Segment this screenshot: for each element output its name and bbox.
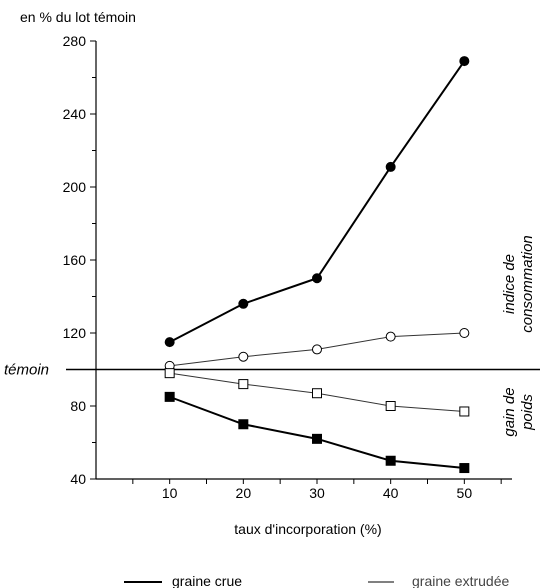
x-axis-ticks: 10 20 30 40 50 (132, 479, 502, 501)
x-axis-title: taux d'incorporation (%) (234, 521, 381, 537)
x-tick-label: 50 (457, 485, 473, 501)
data-point-extrudee_indice (312, 344, 322, 355)
data-point-extrudee_indice (385, 331, 396, 342)
data-point-extrudee_indice (238, 351, 249, 362)
y-tick-label: 40 (70, 471, 86, 487)
annotation-gain-line1: gain de (501, 387, 518, 436)
series-group (164, 56, 470, 474)
data-point-crue_gain (459, 463, 470, 474)
x-tick-label: 40 (383, 485, 399, 501)
data-point-crue_indice (459, 56, 470, 67)
annotation-gain-line2: poids (519, 394, 536, 431)
y-tick-label: 200 (63, 179, 87, 195)
series-line-crue_indice (169, 60, 466, 344)
data-point-extrudee_gain (459, 406, 470, 417)
reference-label: témoin (4, 362, 49, 379)
data-point-extrudee_gain (238, 379, 249, 390)
y-tick-label: 160 (63, 252, 87, 268)
data-point-crue_gain (312, 433, 322, 444)
x-tick-label: 30 (309, 485, 325, 501)
y-tick-label: 80 (70, 398, 86, 414)
data-point-crue_indice (164, 337, 175, 348)
legend: graine crue graine extrudée (124, 573, 510, 588)
data-point-extrudee_indice (459, 328, 470, 338)
data-point-crue_gain (164, 391, 175, 402)
data-point-extrudee_gain (385, 401, 396, 411)
y-tick-label: 240 (63, 106, 87, 122)
data-point-crue_gain (385, 455, 396, 466)
axes (95, 41, 512, 480)
data-point-crue_indice (312, 273, 322, 284)
data-point-crue_indice (385, 161, 396, 172)
data-point-crue_gain (238, 419, 249, 430)
x-tick-label: 10 (162, 485, 178, 501)
annotation-indice-line1: indice de (501, 254, 518, 314)
y-tick-label: 280 (63, 33, 87, 49)
series-line-crue_gain (169, 395, 465, 470)
annotation-indice-line2: consommation (519, 235, 536, 333)
y-axis-ticks: 40 80 120 160 200 240 280 (63, 33, 96, 487)
legend-label-light: graine extrudée (412, 573, 510, 588)
y-tick-label: 120 (63, 325, 87, 341)
x-tick-label: 20 (236, 485, 252, 501)
legend-label-heavy: graine crue (172, 573, 242, 588)
y-axis-title: en % du lot témoin (20, 9, 136, 25)
reference-line-group: témoin (4, 362, 540, 379)
data-point-crue_indice (238, 298, 249, 309)
data-point-extrudee_gain (164, 368, 175, 379)
data-point-extrudee_gain (312, 388, 322, 399)
